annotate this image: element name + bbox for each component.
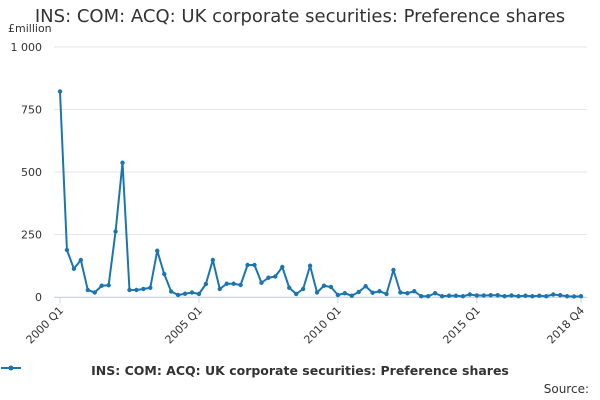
data-point[interactable]	[446, 293, 452, 298]
data-point[interactable]	[57, 89, 63, 94]
data-point[interactable]	[148, 285, 153, 290]
y-tick-label: 1 000	[11, 41, 43, 54]
data-point[interactable]	[488, 293, 493, 298]
legend[interactable]: INS: COM: ACQ: UK corporate securities: …	[0, 363, 600, 378]
data-point[interactable]	[85, 287, 90, 293]
data-point[interactable]	[168, 289, 174, 294]
data-point[interactable]	[293, 291, 299, 297]
data-point[interactable]	[474, 293, 479, 298]
data-point[interactable]	[363, 284, 368, 289]
data-point[interactable]	[210, 257, 216, 263]
series-line	[59, 91, 582, 298]
data-point[interactable]	[155, 248, 160, 253]
y-tick-label: 250	[21, 229, 42, 242]
data-point[interactable]	[481, 293, 486, 298]
data-point[interactable]	[92, 290, 97, 295]
data-point[interactable]	[252, 262, 257, 268]
x-tick-label: 2015 Q1	[440, 304, 483, 347]
data-point[interactable]	[530, 294, 535, 299]
data-point[interactable]	[571, 294, 577, 299]
data-point[interactable]	[578, 294, 584, 299]
data-points	[57, 89, 584, 299]
data-point[interactable]	[300, 286, 306, 292]
data-point[interactable]	[175, 292, 181, 298]
data-point[interactable]	[412, 289, 417, 294]
legend-marker-icon	[1, 365, 21, 371]
data-point[interactable]	[189, 290, 195, 295]
data-point[interactable]	[419, 294, 424, 299]
data-point[interactable]	[217, 286, 222, 292]
data-point[interactable]	[328, 284, 334, 290]
data-point[interactable]	[391, 267, 396, 273]
data-point[interactable]	[224, 281, 229, 286]
data-point[interactable]	[106, 283, 111, 288]
data-point[interactable]	[495, 293, 500, 298]
data-point[interactable]	[564, 294, 570, 299]
data-point[interactable]	[182, 291, 188, 296]
data-point[interactable]	[557, 293, 563, 298]
data-point[interactable]	[432, 291, 438, 296]
data-point[interactable]	[238, 282, 243, 288]
data-point[interactable]	[280, 264, 285, 270]
data-point[interactable]	[266, 275, 271, 280]
data-point[interactable]	[453, 293, 459, 298]
data-point[interactable]	[467, 292, 473, 297]
data-point[interactable]	[113, 229, 118, 234]
data-point[interactable]	[314, 290, 320, 295]
chart-title: INS: COM: ACQ: UK corporate securities: …	[34, 6, 566, 27]
data-point[interactable]	[425, 294, 431, 299]
data-point[interactable]	[78, 257, 84, 263]
data-point[interactable]	[460, 294, 466, 299]
data-point[interactable]	[439, 294, 445, 299]
data-point[interactable]	[356, 289, 361, 295]
data-point[interactable]	[245, 262, 250, 268]
y-tick-label: 500	[21, 166, 42, 179]
data-point[interactable]	[384, 291, 389, 297]
data-point[interactable]	[162, 271, 167, 277]
x-tick-label: 2018 Q4	[545, 304, 588, 347]
y-axis-unit-label: £million	[8, 22, 52, 35]
data-point[interactable]	[134, 287, 139, 293]
data-point[interactable]	[127, 287, 132, 293]
data-point[interactable]	[370, 290, 375, 295]
x-tick-label: 2000 Q1	[24, 304, 67, 347]
data-point[interactable]	[516, 294, 521, 299]
data-point[interactable]	[523, 293, 528, 298]
series-line-group	[59, 91, 582, 298]
data-point[interactable]	[349, 293, 354, 298]
data-point[interactable]	[537, 293, 542, 298]
x-tick-label: 2010 Q1	[301, 304, 344, 347]
y-tick-label: 0	[35, 291, 42, 304]
y-tick-label: 750	[21, 104, 42, 117]
data-point[interactable]	[203, 281, 209, 287]
data-point[interactable]	[405, 291, 410, 296]
data-point[interactable]	[287, 285, 292, 290]
data-point[interactable]	[509, 293, 514, 298]
data-point[interactable]	[321, 283, 327, 288]
data-point[interactable]	[120, 160, 125, 165]
data-point[interactable]	[544, 294, 549, 299]
data-point[interactable]	[551, 292, 556, 297]
data-point[interactable]	[398, 290, 403, 295]
data-point[interactable]	[342, 291, 348, 296]
data-point[interactable]	[502, 294, 507, 299]
data-point[interactable]	[141, 286, 146, 292]
x-axis: 2000 Q1 2005 Q1 2010 Q1 2015 Q1 2018 Q4	[24, 297, 588, 347]
data-point[interactable]	[196, 291, 202, 297]
data-point[interactable]	[377, 289, 382, 294]
data-point[interactable]	[231, 281, 236, 286]
data-point[interactable]	[273, 274, 278, 279]
y-axis-ticks: 0 250 500 750 1 000	[11, 41, 43, 304]
x-tick-label: 2005 Q1	[163, 304, 206, 347]
data-point[interactable]	[307, 263, 313, 268]
data-point[interactable]	[71, 266, 77, 271]
data-point[interactable]	[259, 280, 264, 285]
data-point[interactable]	[335, 292, 341, 298]
data-point[interactable]	[64, 247, 70, 253]
gridlines	[54, 46, 587, 298]
source-label: Source:	[543, 382, 589, 396]
data-point[interactable]	[99, 283, 104, 288]
legend-label: INS: COM: ACQ: UK corporate securities: …	[91, 363, 509, 378]
